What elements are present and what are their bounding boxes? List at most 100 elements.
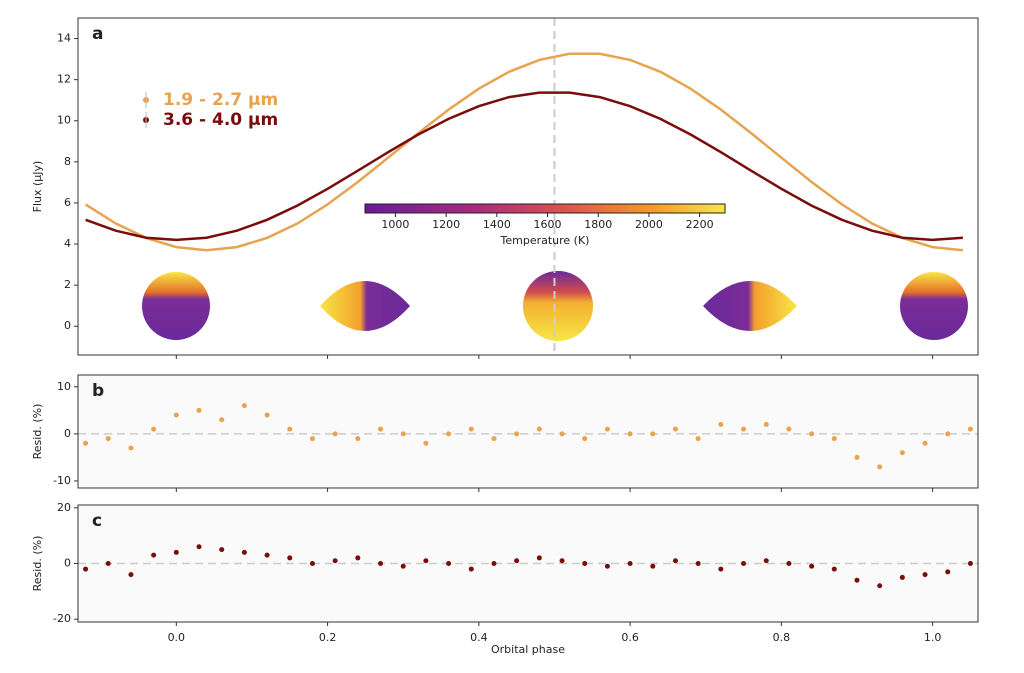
y-tick-label: 0 bbox=[64, 427, 71, 440]
x-axis-label: Orbital phase bbox=[491, 643, 565, 656]
planet-render bbox=[900, 272, 968, 340]
colorbar-tick-label: 1200 bbox=[432, 218, 460, 231]
data-point bbox=[196, 544, 202, 550]
colorbar-tick-label: 1600 bbox=[534, 218, 562, 231]
y-tick-label: -10 bbox=[53, 474, 71, 487]
data-point bbox=[309, 436, 315, 442]
plot-frame bbox=[77, 17, 979, 356]
data-point bbox=[241, 403, 247, 409]
data-point bbox=[287, 426, 293, 432]
y-tick-label: -20 bbox=[53, 612, 71, 625]
data-point bbox=[559, 558, 565, 564]
y-axis-label: Resid. (%) bbox=[31, 536, 44, 592]
series-line bbox=[84, 52, 964, 252]
data-point bbox=[491, 561, 497, 566]
data-point bbox=[922, 572, 928, 578]
data-point bbox=[650, 563, 656, 569]
data-point bbox=[128, 572, 134, 578]
data-point bbox=[967, 561, 973, 566]
data-point bbox=[241, 549, 247, 555]
x-tick-label: 0.4 bbox=[470, 631, 488, 644]
data-point bbox=[423, 440, 429, 446]
data-point bbox=[468, 566, 474, 572]
colorbar-tick-label: 2200 bbox=[686, 218, 714, 231]
data-point bbox=[877, 583, 883, 589]
data-point bbox=[332, 558, 338, 564]
series-line bbox=[85, 91, 963, 242]
data-point bbox=[446, 561, 452, 566]
colorbar-label: Temperature (K) bbox=[500, 234, 590, 247]
data-point bbox=[536, 555, 542, 561]
x-tick-label: 0.0 bbox=[168, 631, 186, 644]
planet-render bbox=[142, 272, 210, 340]
data-point bbox=[514, 431, 520, 437]
data-point bbox=[128, 445, 134, 451]
data-point bbox=[332, 431, 338, 437]
data-point bbox=[741, 426, 747, 432]
data-point bbox=[922, 440, 928, 446]
data-point bbox=[151, 426, 157, 432]
x-tick-label: 0.2 bbox=[319, 631, 337, 644]
planet-render bbox=[523, 271, 593, 341]
panel-label: b bbox=[92, 381, 104, 401]
data-point bbox=[899, 574, 905, 580]
plot-frame bbox=[77, 504, 979, 623]
data-point bbox=[582, 436, 588, 442]
panel-label: a bbox=[92, 24, 103, 44]
data-point bbox=[627, 561, 633, 566]
data-point bbox=[309, 561, 315, 566]
data-point bbox=[854, 577, 860, 583]
data-point bbox=[627, 431, 633, 437]
data-point bbox=[559, 431, 565, 437]
data-point bbox=[604, 563, 610, 569]
data-point bbox=[695, 561, 701, 566]
legend-label: 3.6 - 4.0 μm bbox=[163, 110, 278, 130]
data-point bbox=[672, 426, 678, 432]
data-point bbox=[219, 547, 225, 553]
colorbar-tick-label: 1000 bbox=[381, 218, 409, 231]
colorbar bbox=[364, 203, 726, 214]
data-point bbox=[809, 563, 815, 569]
y-axis-label: Resid. (%) bbox=[31, 404, 44, 460]
data-point bbox=[151, 552, 157, 558]
y-tick-label: 8 bbox=[64, 155, 71, 168]
data-point bbox=[264, 412, 270, 418]
y-tick-label: 10 bbox=[57, 380, 71, 393]
data-point bbox=[173, 549, 179, 555]
x-tick-label: 0.8 bbox=[773, 631, 791, 644]
data-point bbox=[582, 561, 588, 566]
plot-frame bbox=[77, 374, 979, 489]
y-tick-label: 6 bbox=[64, 196, 71, 209]
data-point bbox=[468, 426, 474, 432]
colorbar-tick-label: 1400 bbox=[483, 218, 511, 231]
data-point bbox=[173, 412, 179, 418]
data-point bbox=[831, 436, 837, 442]
data-point bbox=[967, 426, 973, 432]
data-point bbox=[831, 566, 837, 572]
data-point bbox=[105, 436, 111, 442]
y-tick-label: 0 bbox=[64, 319, 71, 332]
data-point bbox=[945, 431, 951, 437]
data-point bbox=[763, 421, 769, 427]
data-point bbox=[854, 454, 860, 460]
data-point bbox=[809, 431, 815, 437]
data-point bbox=[672, 558, 678, 564]
data-point bbox=[423, 558, 429, 564]
y-tick-label: 12 bbox=[57, 73, 71, 86]
x-tick-label: 1.0 bbox=[924, 631, 942, 644]
data-point bbox=[264, 552, 270, 558]
y-tick-label: 2 bbox=[64, 278, 71, 291]
data-point bbox=[83, 440, 89, 446]
y-tick-label: 10 bbox=[57, 114, 71, 127]
data-point bbox=[400, 563, 406, 569]
y-tick-label: 20 bbox=[57, 501, 71, 514]
data-point bbox=[355, 555, 361, 561]
data-point bbox=[83, 566, 89, 572]
data-point bbox=[786, 426, 792, 432]
y-tick-label: 4 bbox=[64, 237, 71, 250]
planet-render bbox=[320, 281, 410, 331]
planet-render bbox=[703, 281, 797, 331]
data-point bbox=[899, 450, 905, 456]
